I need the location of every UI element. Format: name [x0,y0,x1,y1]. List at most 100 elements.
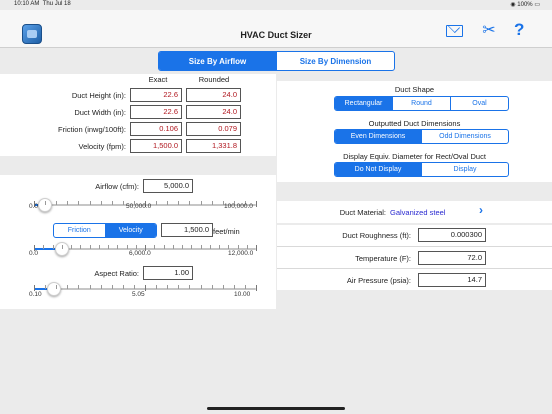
airflow-label: Airflow (cfm): [95,182,139,191]
tools-icon[interactable]: ✂ [482,22,496,39]
slider-tick [191,245,193,249]
duct-shape-title: Duct Shape [394,85,435,94]
shape-rectangular[interactable]: Rectangular [335,97,393,110]
velocity-max-label: 12,000.0 [228,250,254,257]
temperature-label: Temperature (F): [355,254,411,263]
slider-tick [111,285,113,289]
airflow-mid-label: 50,000.0 [126,203,152,210]
slider-tick [78,201,80,205]
slider-tick [89,201,91,205]
slider-tick [145,245,146,251]
page-title: HVAC Duct Sizer [240,30,312,40]
duct-width-exact: 22.6 [130,105,182,119]
status-bar: 10:10 AM Thu Jul 18 ◉ 100% ▭ [0,0,552,10]
aspect-max-label: 10.00 [234,291,251,298]
tab-size-by-airflow[interactable]: Size By Airflow [159,52,277,70]
dims-even[interactable]: Even Dimensions [335,130,422,143]
slider-tick [133,201,135,205]
airflow-max-label: 100,000.0 [224,203,253,210]
friction-label: Friction (inwg/100ft): [58,125,126,134]
slider-tick [246,245,248,249]
dims-odd[interactable]: Odd Dimensions [439,133,491,140]
mail-icon[interactable] [446,25,463,37]
slider-tick [163,245,165,249]
air-pressure-input[interactable]: 14.7 [418,273,486,287]
airflow-slider-thumb[interactable] [38,198,53,212]
aspect-min-label: 0.10 [29,291,42,298]
slider-tick [189,201,191,205]
slider-tick [71,245,72,249]
material-row[interactable]: Duct Material: Galvanized steel › [277,201,552,223]
roughness-label: Duct Roughness (ft): [342,231,411,240]
status-battery: ◉ 100% ▭ [510,2,540,8]
slider-tick [167,285,169,289]
output-dims-title: Outputted Duct Dimensions [368,119,461,128]
material-value: Galvanized steel [390,208,446,217]
slider-tick [189,285,191,289]
slider-tick [45,201,47,205]
temperature-input[interactable]: 72.0 [418,251,486,265]
shape-round[interactable]: Round [393,97,451,110]
slider-tick [52,245,54,249]
app-icon[interactable] [22,24,42,44]
aspect-mid-label: 5.05 [132,291,145,298]
slider-tick [172,245,174,249]
velocity-ticks [34,245,257,251]
shape-oval[interactable]: Oval [472,100,487,107]
equiv-diameter-title: Display Equiv. Diameter for Rect/Oval Du… [343,152,486,161]
material-label: Duct Material: [339,208,386,217]
inputs-panel: Airflow (cfm): 5,000.0 0.0 50,000.0 100,… [0,175,276,309]
slider-tick [200,245,202,249]
slider-tick [98,245,100,249]
velocity-exact: 1,500.0 [130,139,182,153]
slider-tick [100,285,102,289]
options-panel: Duct Shape Rectangular Round Oval Output… [277,81,552,182]
friction-rounded: 0.079 [186,122,241,136]
help-icon[interactable]: ? [514,20,525,39]
slider-tick [228,245,230,249]
col-exact-header: Exact [148,75,168,84]
tab-size-by-dimension[interactable]: Size By Dimension [299,56,372,66]
velocity-slider-thumb[interactable] [54,242,69,256]
equiv-do-not-display[interactable]: Do Not Display [335,163,422,176]
aspect-ratio-label: Aspect Ratio: [94,269,139,278]
slider-tick [244,201,246,205]
slider-tick [34,285,35,291]
slider-tick [154,245,156,249]
method-friction[interactable]: Friction [54,224,106,237]
velocity-label: Velocity (fpm): [78,142,126,151]
duct-width-label: Duct Width (in): [74,108,126,117]
velocity-input[interactable]: 1,500.0 [161,223,213,237]
airflow-input[interactable]: 5,000.0 [143,179,193,193]
equiv-display[interactable]: Display [453,166,477,173]
slider-tick [200,285,202,289]
slider-tick [167,201,169,205]
aspect-ratio-slider-thumb[interactable] [47,282,62,296]
roughness-input[interactable]: 0.000300 [418,228,486,242]
slider-tick [67,285,69,289]
slider-tick [67,201,69,205]
method-velocity[interactable]: Velocity [105,224,156,237]
slider-tick [156,201,158,205]
equiv-diameter-segment: Do Not Display Display [334,162,509,177]
duct-shape-segment: Rectangular Round Oval [334,96,509,111]
slider-tick [135,245,137,249]
slider-tick [256,245,257,251]
airflow-min-label: 0.0 [29,203,39,210]
home-indicator [207,407,345,410]
params-panel: Duct Roughness (ft): 0.000300 Temperatur… [277,225,552,290]
output-dims-segment: Even Dimensions Odd Dimensions [334,129,509,144]
slider-tick [34,201,35,207]
slider-tick [80,245,82,249]
air-pressure-label: Air Pressure (psia): [346,276,411,285]
chevron-right-icon[interactable]: › [479,203,483,217]
slider-tick [233,285,235,289]
status-time: 10:10 AM Thu Jul 18 [14,1,71,7]
slider-tick [126,245,128,249]
mode-tabs: Size By Airflow Size By Dimension [158,51,395,71]
slider-tick [178,285,180,289]
velocity-unit: feet/min [213,227,240,236]
slider-tick [145,201,146,207]
aspect-ratio-input[interactable]: 1.00 [143,266,193,280]
slider-tick [256,201,257,207]
